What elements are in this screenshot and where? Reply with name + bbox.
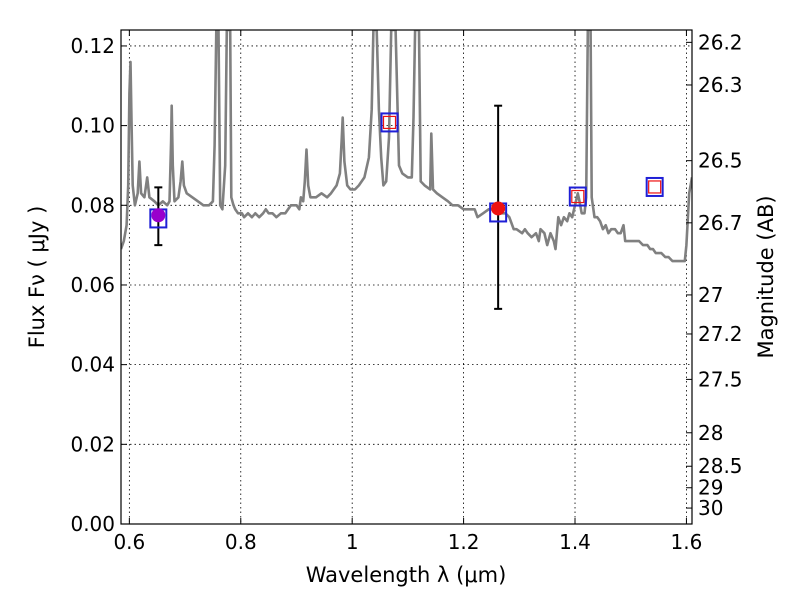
observed-point xyxy=(151,208,166,223)
x-tick-label: 0.6 xyxy=(113,530,145,554)
y-tick-label: 0.10 xyxy=(70,114,115,138)
y-tick-label: 0.00 xyxy=(70,512,115,536)
magnitude-tick-label: 27.2 xyxy=(698,322,743,346)
marker-layer xyxy=(149,104,664,310)
magnitude-tick-label: 26.5 xyxy=(698,149,743,173)
model-square-marker xyxy=(380,112,399,133)
x-tick-label: 0.8 xyxy=(225,530,257,554)
magnitude-tick-label: 26.3 xyxy=(698,73,743,97)
y-tick-label: 0.06 xyxy=(70,273,115,297)
y-axis-label: Flux Fν ( μJy ) xyxy=(25,206,49,349)
grid xyxy=(121,30,692,525)
magnitude-tick-label: 28 xyxy=(698,421,723,445)
y-tick-label: 0.02 xyxy=(70,432,115,456)
y-axis-right-label: Magnitude (AB) xyxy=(754,195,778,358)
magnitude-tick-label: 26.7 xyxy=(698,211,743,235)
x-tick-label: 1.2 xyxy=(448,530,480,554)
magnitude-tick-label: 26.2 xyxy=(698,30,743,54)
magnitude-tick-label: 30 xyxy=(698,496,723,520)
model-square-marker xyxy=(645,176,664,197)
series-layer xyxy=(121,30,692,263)
y-tick-label: 0.04 xyxy=(70,353,115,377)
x-tick-label: 1.6 xyxy=(671,530,703,554)
model-square-marker xyxy=(568,186,587,207)
x-tick-label: 1 xyxy=(346,530,359,554)
spectrum-line xyxy=(121,30,692,263)
x-tick-label: 1.4 xyxy=(559,530,591,554)
model-square-inner-marker xyxy=(648,180,662,194)
plot-frame xyxy=(120,29,693,525)
x-axis-label: Wavelength λ (μm) xyxy=(306,563,507,587)
magnitude-tick-label: 28.5 xyxy=(698,454,743,478)
observed-point xyxy=(491,201,506,216)
model-square-inner-marker xyxy=(382,115,397,130)
magnitude-tick-label: 29 xyxy=(698,476,723,500)
tick-layer: 0.6 0.8 1 1.2 1.4 1.6 0.00 0.02 0.04 0.06 0.08 0.10… xyxy=(70,30,743,554)
y-tick-label: 0.08 xyxy=(70,193,115,217)
model-square-inner-marker xyxy=(571,189,585,204)
magnitude-tick-label: 27 xyxy=(698,283,723,307)
magnitude-tick-label: 27.5 xyxy=(698,367,743,391)
y-tick-label: 0.12 xyxy=(70,34,115,58)
